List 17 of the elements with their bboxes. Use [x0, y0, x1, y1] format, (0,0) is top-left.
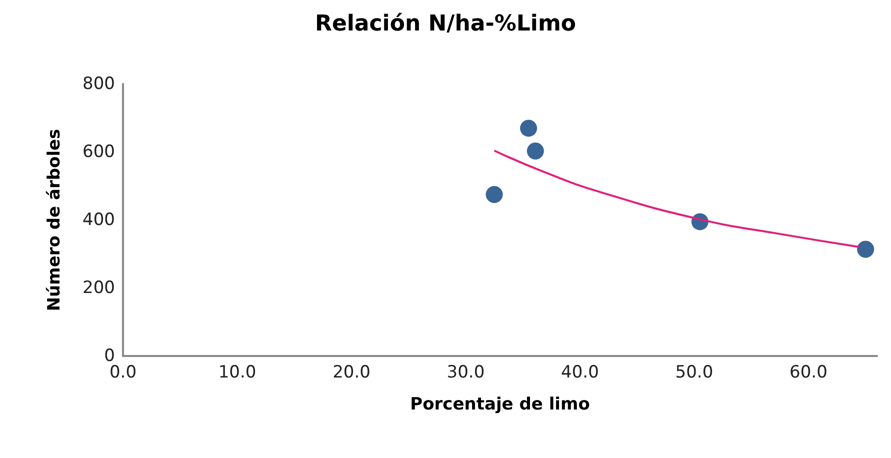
x-tick-label: 40.0: [561, 362, 599, 382]
point: [857, 240, 874, 258]
y-tick-label: 800: [82, 74, 115, 94]
y-tick-label: 600: [82, 142, 115, 162]
point: [526, 142, 544, 160]
chart-title: Relación N/ha-%Limo: [315, 12, 576, 36]
x-axis-title: Porcentaje de limo: [410, 394, 590, 414]
x-tick-label: 60.0: [790, 362, 828, 382]
y-tick-label: 400: [82, 210, 115, 230]
x-tick-label: 10.0: [218, 362, 256, 382]
y-tick-label: 200: [82, 278, 115, 298]
x-tick-label: 50.0: [675, 362, 714, 382]
point: [520, 120, 538, 137]
y-axis-title: Número de árboles: [44, 128, 64, 312]
x-tick-label: 30.0: [446, 362, 485, 382]
x-tick-label: 20.0: [332, 362, 370, 382]
point: [486, 186, 503, 203]
